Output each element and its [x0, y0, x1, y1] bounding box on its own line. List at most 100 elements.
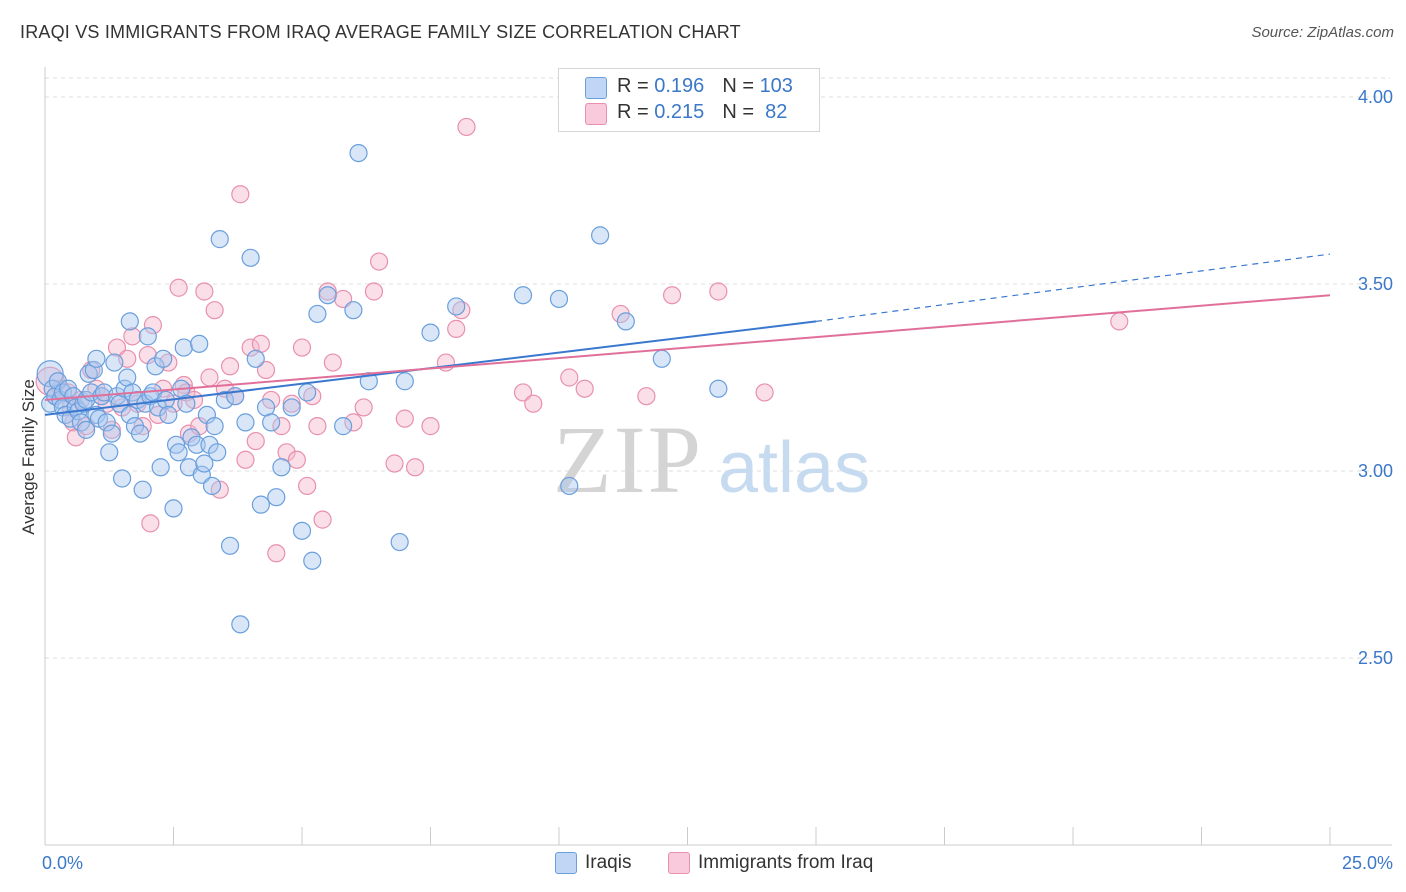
- data-point-iraqis: [107, 387, 127, 406]
- legend-n-label: N =: [722, 101, 760, 123]
- data-point-immigrants: [755, 383, 774, 402]
- data-point-iraqis: [334, 417, 353, 436]
- bottom-legend-label: Iraqis: [585, 852, 632, 873]
- data-point-iraqis: [97, 413, 116, 432]
- data-point-iraqis: [262, 413, 281, 432]
- watermark-zip: ZIP: [553, 406, 703, 513]
- data-point-immigrants: [141, 514, 160, 533]
- x-tick-label: 0.0%: [42, 853, 83, 873]
- data-point-iraqis: [169, 443, 188, 462]
- watermark-atlas: atlas: [718, 428, 870, 508]
- data-point-iraqis: [318, 286, 337, 305]
- data-point-iraqis: [200, 435, 219, 454]
- data-point-immigrants: [662, 286, 682, 305]
- data-point-immigrants: [308, 417, 327, 436]
- y-tick-label: 3.50: [1358, 274, 1393, 294]
- data-point-iraqis: [166, 435, 186, 454]
- data-point-iraqis: [513, 286, 533, 305]
- data-point-iraqis: [308, 304, 327, 324]
- data-point-iraqis: [120, 405, 139, 424]
- data-point-immigrants: [241, 338, 260, 357]
- data-point-iraqis: [215, 390, 234, 410]
- legend-swatch-blue: [555, 852, 577, 874]
- legend-r-label: R =: [617, 101, 655, 123]
- data-point-iraqis: [421, 323, 440, 342]
- legend-n-label: N =: [722, 75, 760, 97]
- data-point-iraqis: [344, 301, 363, 320]
- data-point-immigrants: [405, 458, 425, 477]
- data-point-immigrants: [298, 476, 317, 496]
- legend-n-value: 82: [759, 101, 788, 123]
- axis-layer: [44, 67, 1392, 846]
- data-point-iraqis: [282, 398, 301, 417]
- data-point-immigrants: [364, 282, 384, 301]
- data-point-immigrants: [195, 282, 214, 301]
- legend-row-immigrants: R = 0.215 N = 82: [585, 101, 787, 127]
- data-point-immigrants: [354, 398, 373, 417]
- data-point-iraqis: [148, 398, 168, 417]
- data-point-immigrants: [256, 360, 276, 380]
- data-point-iraqis: [652, 349, 671, 368]
- data-point-immigrants: [1110, 312, 1129, 331]
- data-point-iraqis: [231, 615, 250, 634]
- data-point-iraqis: [159, 405, 178, 424]
- data-point-iraqis: [84, 360, 103, 380]
- trend-line-iraqis-extension: [815, 253, 1331, 322]
- data-point-iraqis: [120, 312, 139, 331]
- data-point-iraqis: [195, 454, 214, 473]
- data-point-immigrants: [447, 319, 466, 338]
- data-point-iraqis: [164, 499, 183, 518]
- data-point-iraqis: [709, 379, 728, 398]
- data-point-immigrants: [421, 417, 440, 436]
- data-point-iraqis: [174, 338, 193, 357]
- data-point-iraqis: [190, 334, 209, 353]
- legend-swatch-pink: [668, 852, 690, 874]
- watermark: ZIP atlas: [553, 406, 870, 513]
- data-point-iraqis: [267, 488, 286, 507]
- data-point-iraqis: [303, 551, 322, 570]
- data-point-iraqis: [192, 465, 211, 484]
- data-point-iraqis: [292, 521, 312, 540]
- data-point-iraqis: [390, 532, 409, 552]
- data-point-iraqis: [241, 248, 260, 267]
- data-point-iraqis: [36, 360, 64, 388]
- data-point-iraqis: [205, 417, 224, 436]
- y-axis-label: Average Family Size: [19, 379, 38, 535]
- data-point-immigrants: [313, 510, 332, 529]
- data-point-iraqis: [349, 144, 368, 163]
- data-point-iraqis: [251, 495, 270, 514]
- data-point-immigrants: [334, 289, 353, 309]
- data-point-iraqis: [105, 353, 124, 372]
- legend-row-iraqis: R = 0.196 N = 103: [585, 75, 793, 101]
- data-point-immigrants: [205, 301, 224, 320]
- data-point-immigrants: [143, 316, 163, 335]
- y-tick-label: 4.00: [1358, 87, 1393, 107]
- data-point-immigrants: [344, 413, 363, 432]
- data-point-immigrants: [220, 357, 240, 376]
- legend-swatch-pink: [585, 103, 607, 125]
- legend-box: R = 0.196 N = 103 R = 0.215 N = 82: [558, 68, 820, 132]
- data-point-iraqis: [102, 424, 121, 443]
- series-iraqis: [36, 144, 728, 634]
- data-point-immigrants: [292, 338, 312, 357]
- data-point-iraqis: [298, 383, 317, 402]
- bottom-legend: Iraqis Immigrants from Iraq: [0, 850, 1406, 880]
- data-point-iraqis: [112, 469, 132, 488]
- data-point-iraqis: [236, 413, 255, 432]
- data-point-immigrants: [323, 353, 342, 372]
- data-point-immigrants: [524, 394, 543, 413]
- data-point-iraqis: [146, 357, 165, 376]
- data-point-immigrants: [560, 368, 579, 387]
- data-point-immigrants: [267, 544, 286, 563]
- data-point-immigrants: [287, 450, 306, 469]
- data-point-immigrants: [107, 338, 127, 357]
- data-point-iraqis: [549, 289, 569, 309]
- data-point-iraqis: [560, 476, 579, 496]
- data-point-immigrants: [457, 117, 476, 137]
- data-point-immigrants: [370, 252, 389, 271]
- data-point-iraqis: [61, 409, 80, 428]
- data-point-immigrants: [513, 383, 533, 402]
- data-point-iraqis: [151, 458, 170, 477]
- data-point-iraqis: [154, 349, 173, 368]
